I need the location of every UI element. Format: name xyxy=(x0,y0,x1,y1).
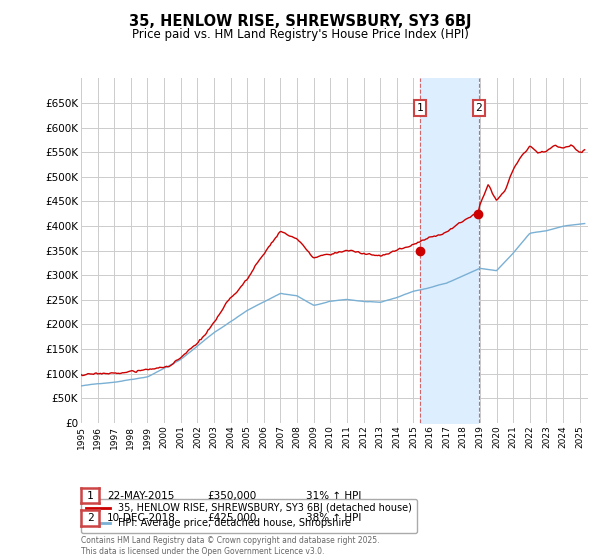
Text: 1: 1 xyxy=(86,491,94,501)
Text: Contains HM Land Registry data © Crown copyright and database right 2025.
This d: Contains HM Land Registry data © Crown c… xyxy=(81,536,380,556)
Text: 10-DEC-2018: 10-DEC-2018 xyxy=(107,513,176,523)
Text: Price paid vs. HM Land Registry's House Price Index (HPI): Price paid vs. HM Land Registry's House … xyxy=(131,28,469,41)
Legend: 35, HENLOW RISE, SHREWSBURY, SY3 6BJ (detached house), HPI: Average price, detac: 35, HENLOW RISE, SHREWSBURY, SY3 6BJ (de… xyxy=(81,498,416,533)
Text: £350,000: £350,000 xyxy=(207,491,256,501)
Text: 22-MAY-2015: 22-MAY-2015 xyxy=(107,491,174,501)
Text: 38% ↑ HPI: 38% ↑ HPI xyxy=(306,513,361,523)
Text: 2: 2 xyxy=(476,103,482,113)
Text: 35, HENLOW RISE, SHREWSBURY, SY3 6BJ: 35, HENLOW RISE, SHREWSBURY, SY3 6BJ xyxy=(129,14,471,29)
Text: 31% ↑ HPI: 31% ↑ HPI xyxy=(306,491,361,501)
Text: 1: 1 xyxy=(416,103,423,113)
Text: 2: 2 xyxy=(86,513,94,523)
Text: £425,000: £425,000 xyxy=(207,513,256,523)
